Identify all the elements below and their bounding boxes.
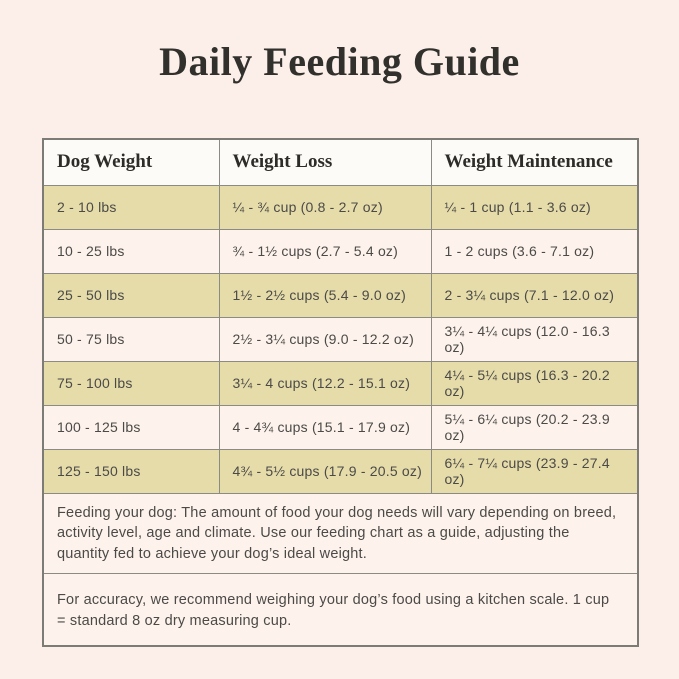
cell-dog-weight: 2 - 10 lbs — [42, 184, 220, 230]
table-row: 125 - 150 lbs 4¾ - 5½ cups (17.9 - 20.5 … — [42, 448, 639, 494]
column-header-weight-loss: Weight Loss — [218, 138, 432, 186]
cell-weight-loss: ¼ - ¾ cup (0.8 - 2.7 oz) — [218, 184, 432, 230]
cell-weight-loss: 3¼ - 4 cups (12.2 - 15.1 oz) — [218, 360, 432, 406]
column-header-dog-weight: Dog Weight — [42, 138, 220, 186]
cell-weight-loss: ¾ - 1½ cups (2.7 - 5.4 oz) — [218, 228, 432, 274]
table-row: 50 - 75 lbs 2½ - 3¼ cups (9.0 - 12.2 oz)… — [42, 316, 639, 362]
column-header-weight-maintenance: Weight Maintenance — [430, 138, 639, 186]
cell-weight-loss: 4¾ - 5½ cups (17.9 - 20.5 oz) — [218, 448, 432, 494]
cell-dog-weight: 50 - 75 lbs — [42, 316, 220, 362]
table-row: 2 - 10 lbs ¼ - ¾ cup (0.8 - 2.7 oz) ¼ - … — [42, 184, 639, 230]
cell-weight-maintenance: 1 - 2 cups (3.6 - 7.1 oz) — [430, 228, 639, 274]
cell-weight-maintenance: 4¼ - 5¼ cups (16.3 - 20.2 oz) — [430, 360, 639, 406]
cell-weight-maintenance: 3¼ - 4¼ cups (12.0 - 16.3 oz) — [430, 316, 639, 362]
cell-dog-weight: 100 - 125 lbs — [42, 404, 220, 450]
feeding-note: Feeding your dog: The amount of food you… — [42, 492, 639, 575]
table-row: 25 - 50 lbs 1½ - 2½ cups (5.4 - 9.0 oz) … — [42, 272, 639, 318]
cell-weight-loss: 4 - 4¾ cups (15.1 - 17.9 oz) — [218, 404, 432, 450]
page-title: Daily Feeding Guide — [159, 39, 520, 84]
cell-weight-maintenance: 6¼ - 7¼ cups (23.9 - 27.4 oz) — [430, 448, 639, 494]
note-row: For accuracy, we recommend weighing your… — [42, 573, 639, 647]
accuracy-note: For accuracy, we recommend weighing your… — [42, 573, 639, 647]
header-row: Dog Weight Weight Loss Weight Maintenanc… — [42, 138, 639, 186]
table-row: 75 - 100 lbs 3¼ - 4 cups (12.2 - 15.1 oz… — [42, 360, 639, 406]
cell-dog-weight: 125 - 150 lbs — [42, 448, 220, 494]
cell-weight-maintenance: ¼ - 1 cup (1.1 - 3.6 oz) — [430, 184, 639, 230]
cell-weight-loss: 1½ - 2½ cups (5.4 - 9.0 oz) — [218, 272, 432, 318]
table-row: 100 - 125 lbs 4 - 4¾ cups (15.1 - 17.9 o… — [42, 404, 639, 450]
cell-weight-maintenance: 2 - 3¼ cups (7.1 - 12.0 oz) — [430, 272, 639, 318]
table-row: 10 - 25 lbs ¾ - 1½ cups (2.7 - 5.4 oz) 1… — [42, 228, 639, 274]
cell-weight-loss: 2½ - 3¼ cups (9.0 - 12.2 oz) — [218, 316, 432, 362]
cell-dog-weight: 10 - 25 lbs — [42, 228, 220, 274]
note-row: Feeding your dog: The amount of food you… — [42, 492, 639, 575]
feeding-guide-table: Dog Weight Weight Loss Weight Maintenanc… — [42, 138, 639, 648]
cell-dog-weight: 75 - 100 lbs — [42, 360, 220, 406]
cell-weight-maintenance: 5¼ - 6¼ cups (20.2 - 23.9 oz) — [430, 404, 639, 450]
cell-dog-weight: 25 - 50 lbs — [42, 272, 220, 318]
